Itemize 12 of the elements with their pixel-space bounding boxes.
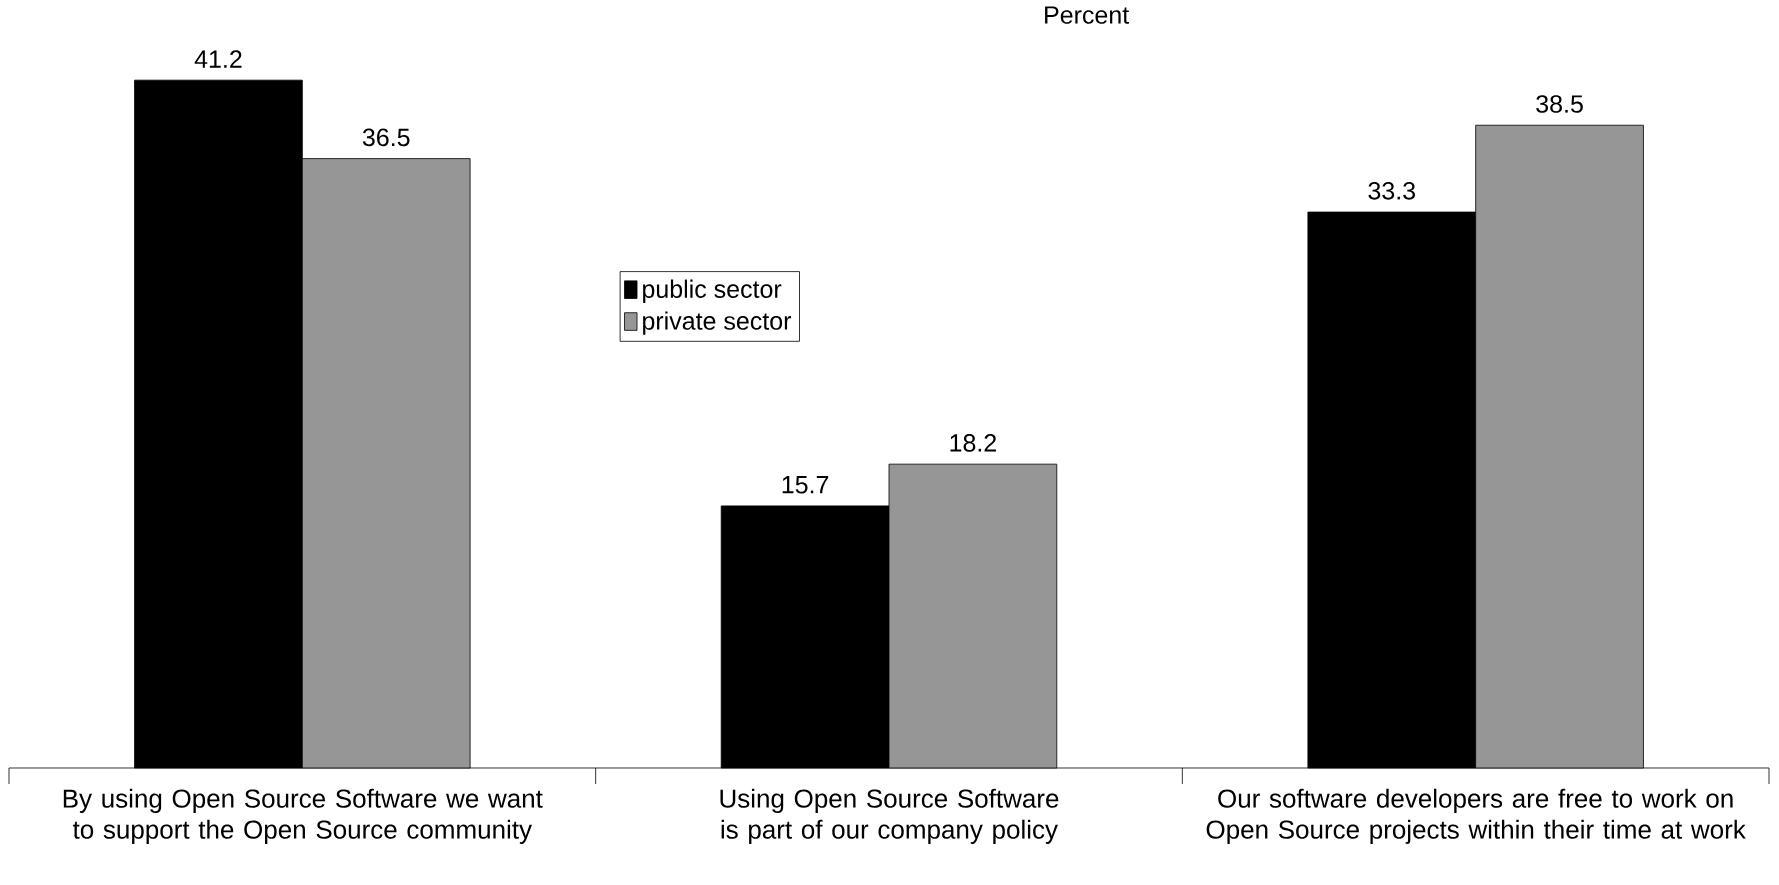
x-tick-label: Using Open Source Software is part of our company policy (720, 788, 1059, 844)
data-label: 38.5 (1536, 95, 1583, 113)
legend-label: private sector (643, 311, 792, 335)
data-label: 41.2 (194, 50, 242, 68)
data-label: 18.2 (950, 434, 996, 452)
data-label: 33.3 (1368, 181, 1415, 200)
legend-label: public sector (643, 279, 782, 303)
data-label: 15.7 (782, 476, 829, 494)
x-tick-label: By using Open Source Software we want to support the Open Source community (63, 788, 543, 844)
chart-title: Percent (1045, 6, 1130, 24)
data-label: 36.5 (362, 128, 410, 147)
x-tick-label: Our software developers are free to work on Open Source projects within their time at work (1206, 788, 1746, 844)
